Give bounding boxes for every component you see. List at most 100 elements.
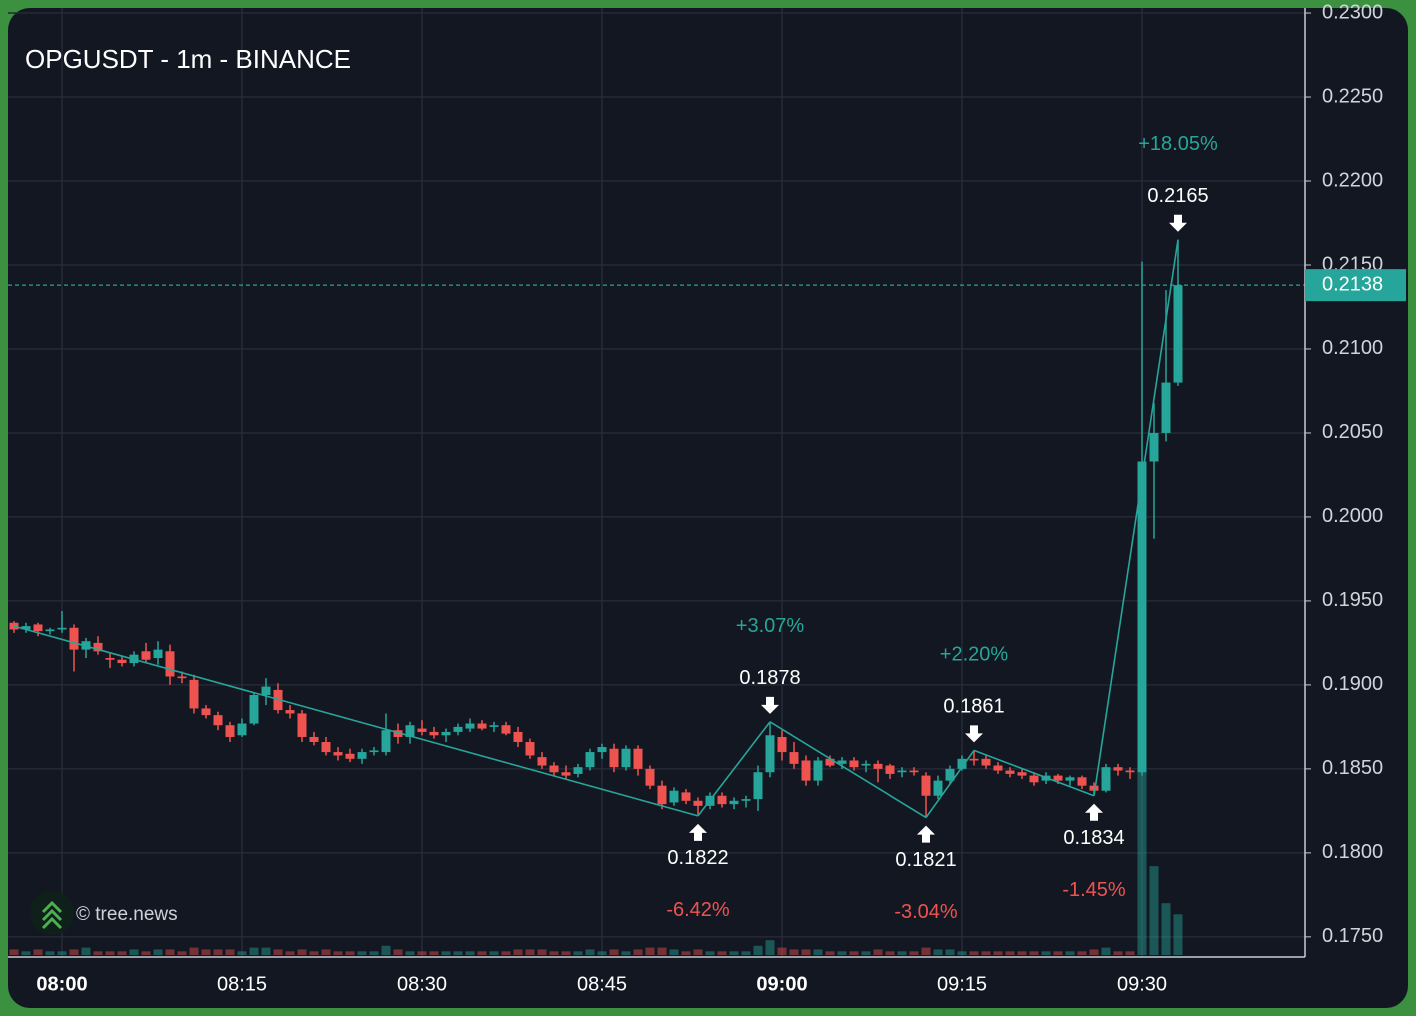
candle-body	[825, 758, 835, 766]
volume-bar	[429, 951, 439, 955]
y-tick-label: 0.1900	[1322, 673, 1383, 695]
volume-bar	[921, 947, 931, 955]
zigzag-segment	[769, 721, 927, 819]
candle-body	[477, 723, 487, 729]
candle-body	[885, 765, 895, 774]
candle-body	[261, 686, 271, 695]
volume-bar	[1029, 951, 1039, 955]
volume-bar	[969, 951, 979, 955]
x-tick-label: 08:45	[577, 973, 627, 995]
volume-bar	[1065, 951, 1075, 955]
y-tick-label: 0.1750	[1322, 925, 1383, 947]
volume-bar	[477, 951, 487, 955]
volume-bar	[885, 951, 895, 955]
volume-bar	[909, 951, 919, 955]
volume-bar	[105, 951, 115, 955]
volume-bar	[645, 947, 655, 955]
candle-body	[117, 659, 127, 664]
candle-body	[69, 627, 79, 650]
candle-body	[765, 735, 775, 773]
zigzag-segment	[973, 749, 1095, 797]
pivot-arrow	[965, 725, 983, 743]
volume-bar	[693, 949, 703, 955]
pivot-change: -3.04%	[894, 901, 958, 923]
pivot-arrow	[1169, 214, 1187, 232]
volume-bar	[525, 949, 535, 955]
volume-bar	[561, 951, 571, 955]
candle-body	[837, 760, 847, 764]
candle-body	[201, 708, 211, 716]
candle-body	[1137, 461, 1147, 773]
candle-body	[921, 775, 931, 796]
volume-layer	[9, 770, 1183, 955]
volume-bar	[261, 947, 271, 955]
pivot-arrow	[761, 696, 779, 714]
volume-bar	[9, 949, 19, 955]
volume-bar	[657, 947, 667, 955]
candle-body	[657, 785, 667, 805]
volume-bar	[801, 949, 811, 955]
candle-body	[309, 736, 319, 743]
candle-body	[1005, 770, 1015, 774]
volume-bar	[357, 951, 367, 955]
candle-body	[813, 760, 823, 781]
volume-bar	[1089, 949, 1099, 955]
volume-bar	[1077, 951, 1087, 955]
volume-bar	[237, 951, 247, 955]
candle-body	[777, 736, 787, 753]
volume-bar	[1005, 951, 1015, 955]
volume-bar	[141, 951, 151, 955]
pivot-change: +2.20%	[940, 644, 1009, 666]
pivot-price: 0.1821	[895, 849, 956, 871]
volume-bar	[741, 951, 751, 955]
volume-bar	[453, 951, 463, 955]
volume-bar	[897, 951, 907, 955]
candle-body	[1077, 777, 1087, 786]
watermark-chevrons	[41, 900, 63, 930]
volume-bar	[153, 949, 163, 955]
volume-bar	[537, 949, 547, 955]
candle-body	[897, 770, 907, 773]
pivot-arrow	[1085, 803, 1103, 821]
y-tick-label: 0.2250	[1322, 85, 1383, 107]
volume-bar	[1173, 914, 1183, 955]
volume-bar	[633, 949, 643, 955]
candle-body	[297, 713, 307, 737]
volume-bar	[393, 949, 403, 955]
volume-bar	[165, 949, 175, 955]
volume-bar	[813, 949, 823, 955]
volume-bar	[945, 949, 955, 955]
zigzag-segment	[925, 749, 975, 819]
candle-body	[93, 642, 103, 652]
volume-bar	[861, 951, 871, 955]
volume-bar	[117, 951, 127, 955]
volume-bar	[1149, 866, 1159, 955]
volume-bar	[81, 947, 91, 955]
volume-bar	[1137, 770, 1147, 955]
volume-bar	[789, 949, 799, 955]
volume-bar	[825, 951, 835, 955]
candle-body	[873, 763, 883, 769]
candle-body	[1125, 770, 1135, 773]
volume-bar	[465, 951, 475, 955]
volume-bar	[549, 951, 559, 955]
volume-bar	[177, 951, 187, 955]
candle-layer	[9, 239, 1183, 818]
y-tick-label: 0.1950	[1322, 589, 1383, 611]
candle-body	[1161, 382, 1171, 433]
candle-body	[1065, 777, 1075, 781]
volume-bar	[957, 951, 967, 955]
volume-bar	[33, 949, 43, 955]
pivot-change: +18.05%	[1138, 133, 1218, 155]
x-tick-label: 08:15	[217, 973, 267, 995]
volume-bar	[213, 949, 223, 955]
volume-bar	[369, 951, 379, 955]
candle-body	[693, 800, 703, 806]
pivot-price: 0.1834	[1063, 827, 1124, 849]
candle-body	[501, 725, 511, 734]
volume-bar	[225, 949, 235, 955]
volume-bar	[129, 949, 139, 955]
candle-body	[633, 748, 643, 769]
last-price-box	[1305, 269, 1406, 302]
candle-body	[153, 649, 163, 659]
